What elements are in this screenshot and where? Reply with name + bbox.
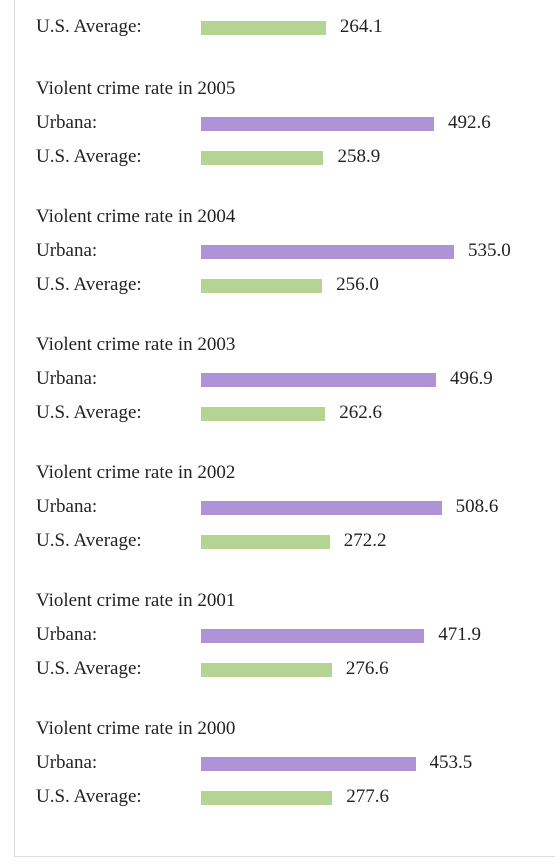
group-title: Violent crime rate in 2000 (36, 718, 236, 739)
value-label: 272.2 (343, 530, 387, 551)
group-title: Violent crime rate in 2002 (36, 462, 236, 483)
row-label: U.S. Average: (36, 658, 142, 679)
group-title: Violent crime rate in 2003 (36, 334, 236, 355)
row-label: Urbana: (36, 496, 98, 517)
row-label: Urbana: (36, 368, 98, 389)
value-label: 471.9 (438, 624, 481, 645)
value-label: 262.6 (339, 402, 382, 423)
bar (201, 501, 442, 515)
row-label: U.S. Average: (36, 530, 142, 551)
value-label: 453.5 (429, 752, 473, 773)
value-label: 535.0 (468, 240, 511, 261)
bar (201, 279, 323, 293)
value-label: 264.1 (339, 16, 383, 37)
bar (201, 535, 330, 549)
bar (201, 757, 416, 771)
value-label: 496.9 (450, 368, 493, 389)
group-title: Violent crime rate in 2004 (36, 206, 236, 227)
row-label: Urbana: (36, 240, 98, 261)
value-label: 277.6 (346, 786, 390, 807)
value-label: 258.9 (337, 146, 381, 167)
bar (201, 407, 326, 421)
value-label: 276.6 (345, 658, 389, 679)
value-label: 508.6 (455, 496, 499, 517)
row-label: Urbana: (36, 624, 98, 645)
row-label: Urbana: (36, 112, 98, 133)
value-label: 492.6 (447, 112, 491, 133)
row-label: U.S. Average: (36, 402, 142, 423)
bar (201, 629, 425, 643)
row-label: Urbana: (36, 752, 98, 773)
value-label: 256.0 (336, 274, 379, 295)
bar (201, 245, 455, 259)
bar (201, 791, 333, 805)
bar (201, 373, 437, 387)
bar (201, 21, 326, 35)
row-label: U.S. Average: (36, 274, 142, 295)
panel-border (14, 0, 555, 857)
row-label: U.S. Average: (36, 146, 142, 167)
bar (201, 663, 332, 677)
bar (201, 117, 434, 131)
row-label: U.S. Average: (36, 16, 142, 37)
group-title: Violent crime rate in 2001 (36, 590, 236, 611)
row-label: U.S. Average: (36, 786, 142, 807)
group-title: Violent crime rate in 2005 (36, 78, 236, 99)
bar (201, 151, 324, 165)
